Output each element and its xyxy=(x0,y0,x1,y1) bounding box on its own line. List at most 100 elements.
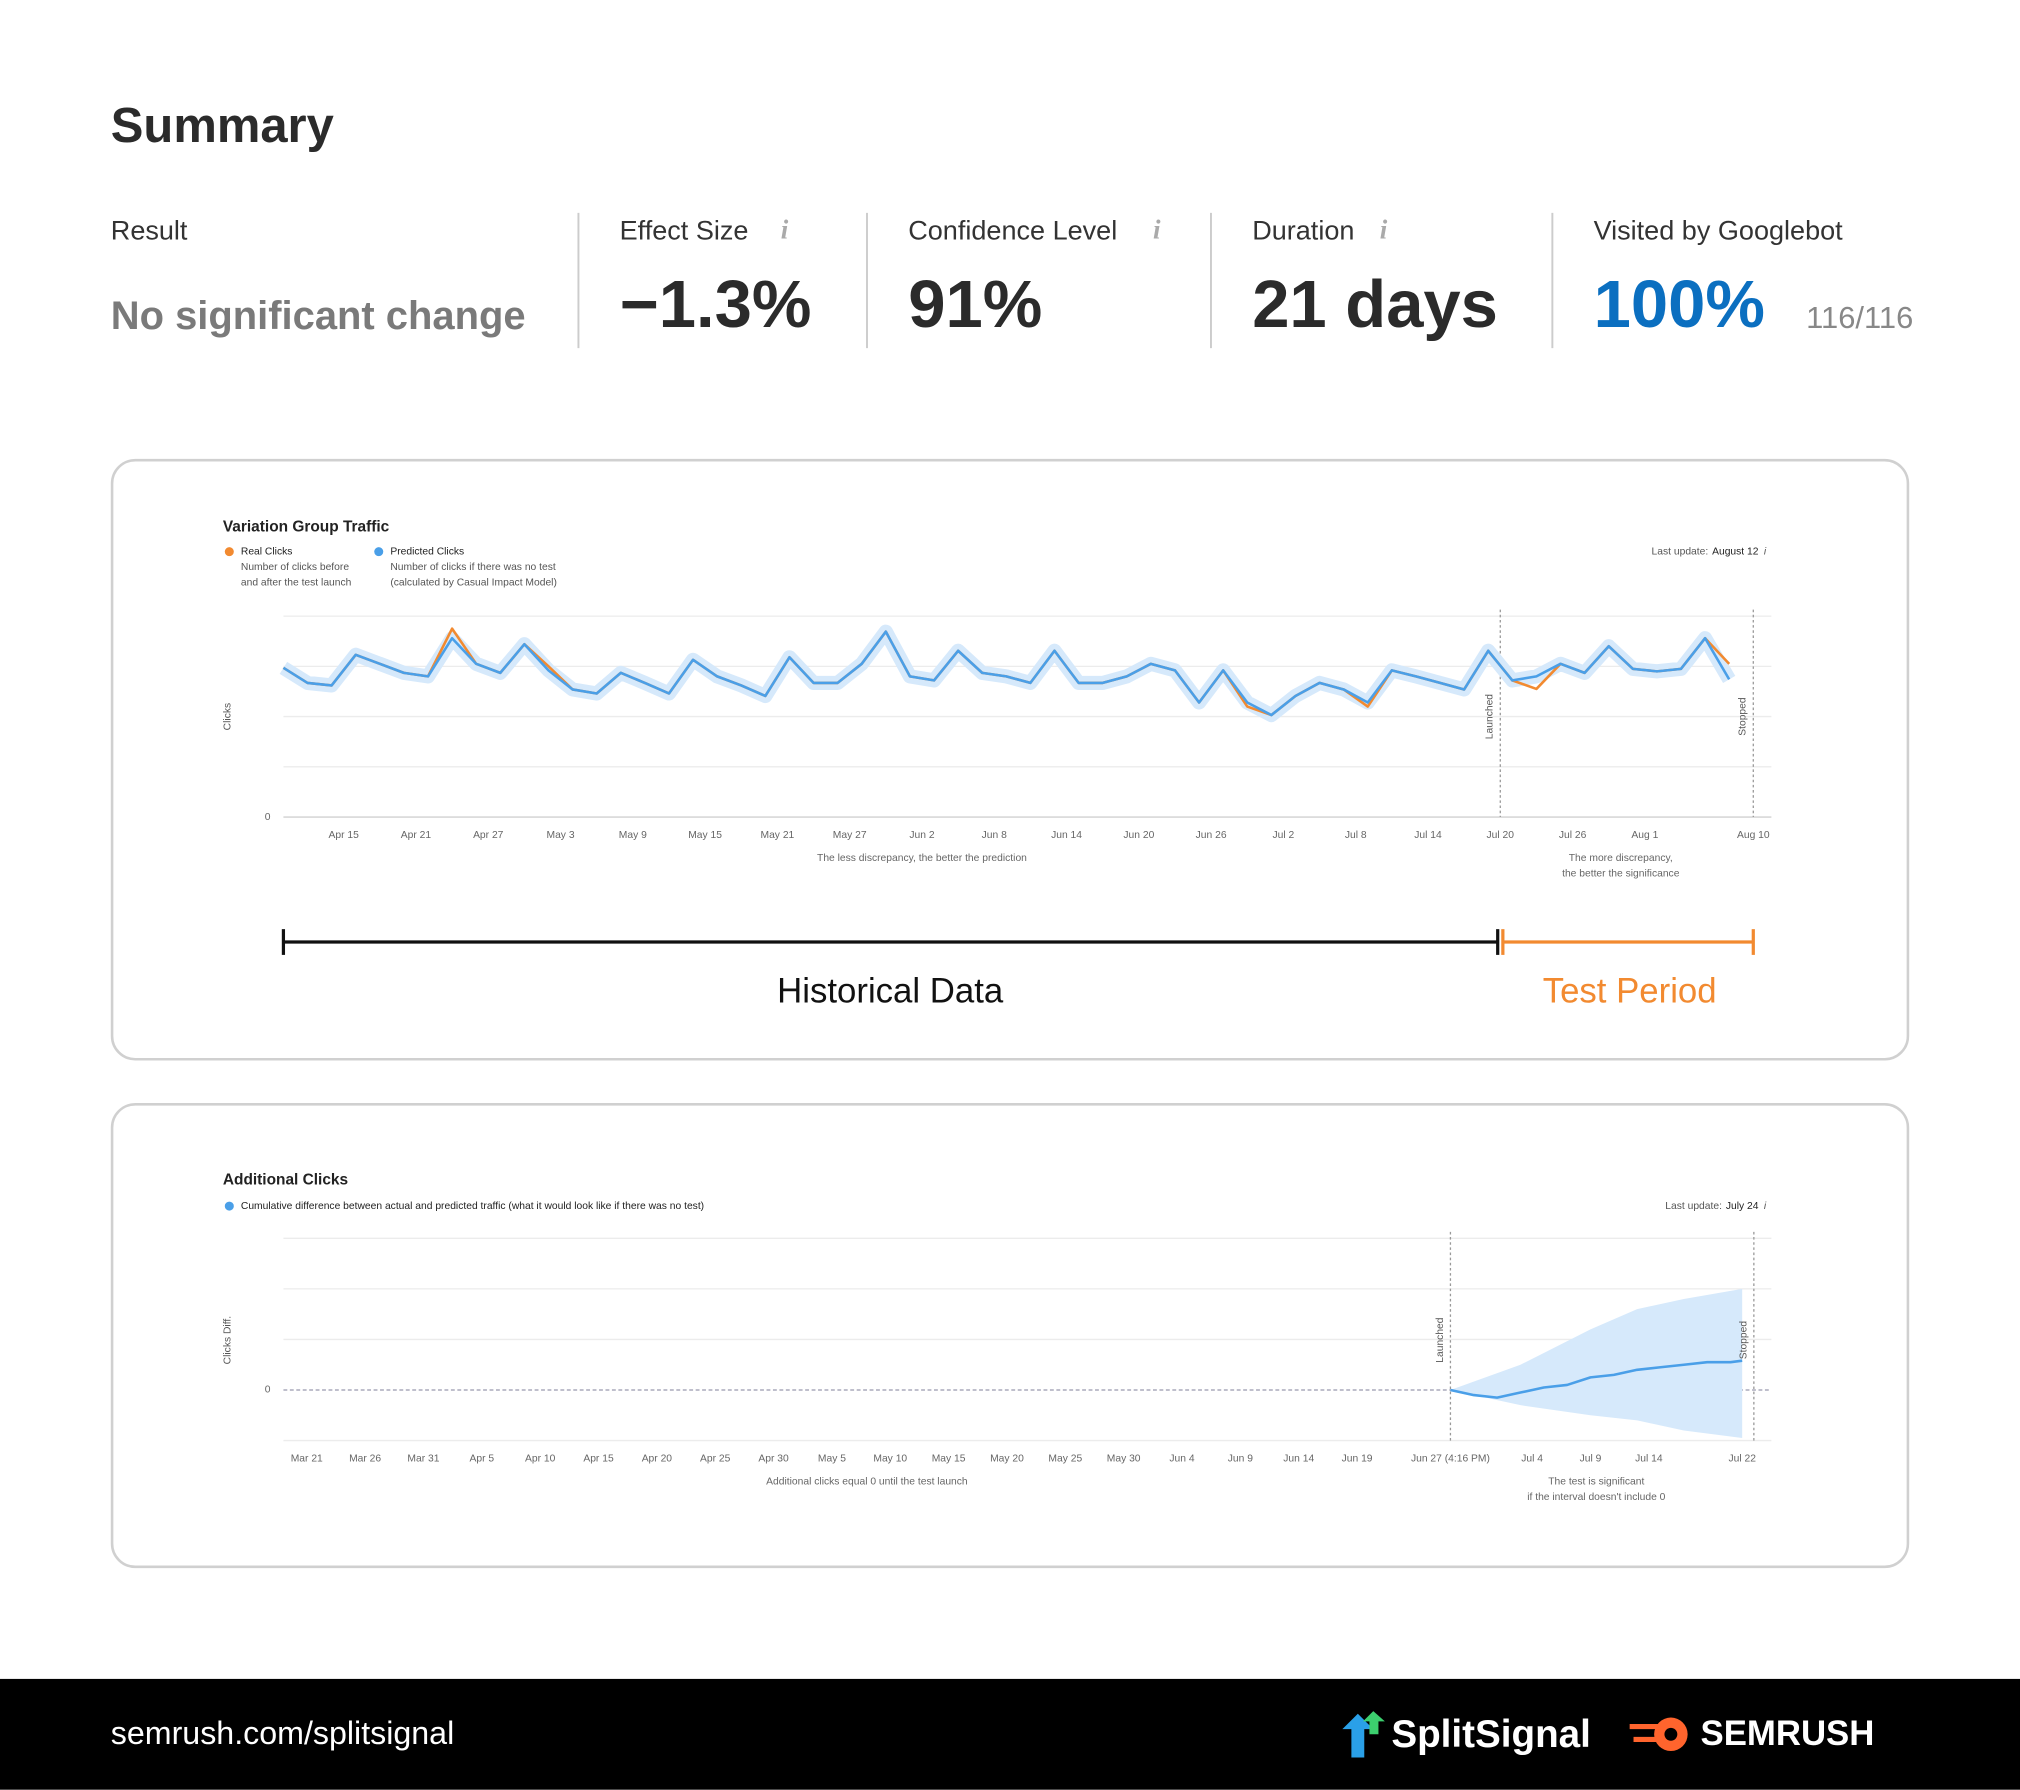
metric-value: 91% xyxy=(908,267,1042,342)
x-tick-label: May 30 xyxy=(1107,1453,1141,1464)
x-tick-label: Jul 26 xyxy=(1559,830,1587,841)
x-tick-label: Mar 21 xyxy=(291,1453,323,1464)
x-tick-label: May 15 xyxy=(688,830,722,841)
logo-icon xyxy=(1342,1713,1374,1758)
y-tick-label: 0 xyxy=(265,1385,271,1396)
metric-detail: 116/116 xyxy=(1806,300,1913,335)
axis-note: The more discrepancy, xyxy=(1569,853,1673,864)
x-tick-label: Apr 15 xyxy=(583,1453,614,1464)
y-axis-label: Clicks xyxy=(223,703,234,730)
info-icon[interactable]: i xyxy=(1153,214,1161,244)
x-tick-label: Apr 15 xyxy=(328,830,359,841)
x-tick-label: Jun 27 (4:16 PM) xyxy=(1411,1453,1490,1464)
legend-description: (calculated by Casual Impact Model) xyxy=(390,577,557,588)
logo-icon xyxy=(1664,1727,1678,1741)
axis-note: The test is significant xyxy=(1548,1477,1644,1488)
chart-title: Additional Clicks xyxy=(223,1171,348,1188)
legend-description: Number of clicks before xyxy=(241,562,349,573)
axis-note: if the interval doesn't include 0 xyxy=(1527,1492,1665,1503)
period-label: Test Period xyxy=(1543,973,1717,1011)
legend-dot xyxy=(224,547,234,557)
x-tick-label: Jun 26 xyxy=(1196,830,1227,841)
legend-dot xyxy=(224,1201,234,1211)
x-tick-label: Jul 14 xyxy=(1414,830,1442,841)
metric-value: No significant change xyxy=(111,294,526,338)
y-tick-label: 0 xyxy=(265,812,271,823)
info-icon: i xyxy=(1764,1201,1767,1212)
x-tick-label: May 25 xyxy=(1048,1453,1082,1464)
brand: SEMRUSH xyxy=(1701,1715,1875,1753)
x-tick-label: Jun 14 xyxy=(1051,830,1082,841)
last-update-value: July 24 xyxy=(1726,1201,1759,1212)
metric-label: Duration xyxy=(1252,215,1354,245)
x-tick-label: May 20 xyxy=(990,1453,1024,1464)
x-tick-label: Mar 26 xyxy=(349,1453,381,1464)
legend-label: Predicted Clicks xyxy=(390,546,464,557)
x-tick-label: Jul 20 xyxy=(1487,830,1515,841)
x-tick-label: May 5 xyxy=(818,1453,846,1464)
metric-value: −1.3% xyxy=(620,267,812,342)
info-icon[interactable]: i xyxy=(781,214,789,244)
period-label: Historical Data xyxy=(777,973,1004,1011)
chart-card xyxy=(110,1103,1910,1569)
x-tick-label: May 3 xyxy=(547,830,575,841)
metric-label: Visited by Googlebot xyxy=(1594,215,1844,245)
footer-url[interactable]: semrush.com/splitsignal xyxy=(111,1715,454,1751)
legend-description: and after the test launch xyxy=(241,577,352,588)
x-tick-label: May 27 xyxy=(833,830,867,841)
legend-dot xyxy=(374,547,384,557)
x-tick-label: Apr 5 xyxy=(469,1453,494,1464)
x-tick-label: Jun 9 xyxy=(1228,1453,1253,1464)
info-icon[interactable]: i xyxy=(1380,214,1388,244)
x-tick-label: Jun 20 xyxy=(1123,830,1154,841)
semrush-logo: SEMRUSH xyxy=(1629,1715,1875,1753)
marker-label: Launched xyxy=(1435,1317,1446,1363)
chart-card xyxy=(110,458,1910,1061)
metric-label: Effect Size xyxy=(620,215,749,245)
series-line xyxy=(282,630,1731,717)
splitsignal-logo: SplitSignal xyxy=(1342,1711,1591,1758)
metric-value: 21 days xyxy=(1252,267,1498,342)
marker-label: Stopped xyxy=(1738,697,1749,736)
y-axis-label: Clicks Diff. xyxy=(223,1316,234,1364)
metric-label: Confidence Level xyxy=(908,215,1117,245)
x-tick-label: Aug 10 xyxy=(1737,830,1770,841)
x-tick-label: Jun 19 xyxy=(1342,1453,1373,1464)
axis-note: the better the significance xyxy=(1562,868,1680,879)
x-tick-label: Apr 25 xyxy=(700,1453,731,1464)
logo-icon xyxy=(1362,1711,1385,1735)
chart-title: Variation Group Traffic xyxy=(223,518,390,535)
x-tick-label: Apr 27 xyxy=(473,830,504,841)
marker-label: Launched xyxy=(1485,694,1496,740)
x-tick-label: Jul 8 xyxy=(1345,830,1367,841)
last-update: Last update: July 24 xyxy=(1665,1201,1758,1212)
metric-label: Result xyxy=(111,215,188,245)
x-tick-label: Jun 14 xyxy=(1283,1453,1314,1464)
x-tick-label: Jun 8 xyxy=(982,830,1007,841)
summary-title: Summary xyxy=(111,99,334,153)
x-tick-label: Jul 9 xyxy=(1580,1453,1602,1464)
last-update: Last update: August 12 xyxy=(1652,546,1759,557)
x-tick-label: May 15 xyxy=(932,1453,966,1464)
x-tick-label: Aug 1 xyxy=(1631,830,1658,841)
axis-note: Additional clicks equal 0 until the test… xyxy=(766,1477,968,1488)
x-tick-label: Jul 4 xyxy=(1521,1453,1543,1464)
last-update-value: August 12 xyxy=(1712,546,1759,557)
last-update-label: Last update: xyxy=(1652,546,1709,557)
legend-description: Number of clicks if there was no test xyxy=(390,562,556,573)
x-tick-label: Jul 2 xyxy=(1273,830,1295,841)
x-tick-label: Mar 31 xyxy=(407,1453,439,1464)
confidence-interval xyxy=(1450,1288,1743,1439)
x-tick-label: Jul 22 xyxy=(1728,1453,1756,1464)
legend-label: Real Clicks xyxy=(241,546,293,557)
x-tick-label: Apr 21 xyxy=(401,830,432,841)
brand: SplitSignal xyxy=(1391,1713,1591,1756)
x-tick-label: Jun 4 xyxy=(1169,1453,1194,1464)
x-tick-label: Apr 20 xyxy=(642,1453,673,1464)
x-tick-label: Apr 30 xyxy=(758,1453,789,1464)
last-update-label: Last update: xyxy=(1665,1201,1722,1212)
info-icon: i xyxy=(1764,546,1767,557)
axis-note: The less discrepancy, the better the pre… xyxy=(817,853,1027,864)
metric-value: 100% xyxy=(1594,267,1765,342)
